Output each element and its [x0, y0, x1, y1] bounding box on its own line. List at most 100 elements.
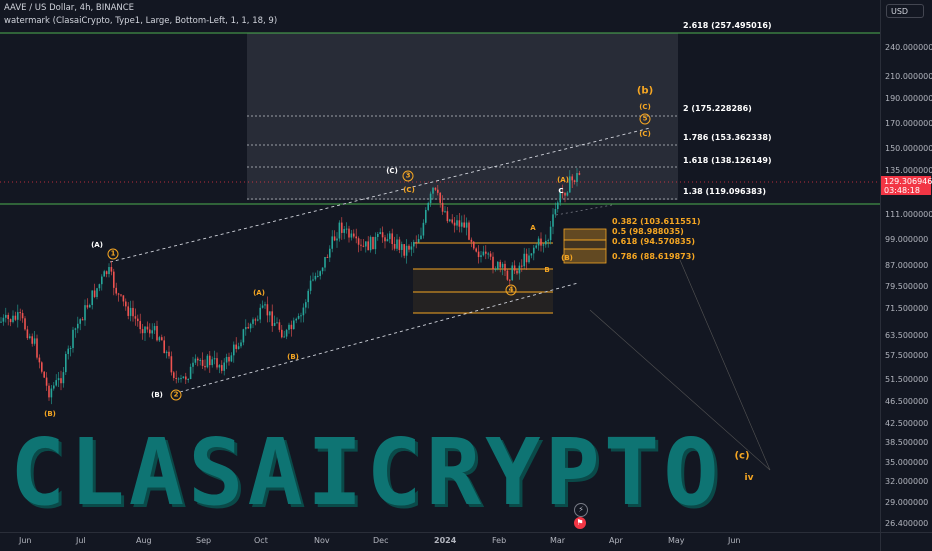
candle-body	[36, 338, 38, 358]
wave-label-A-2: (A)	[253, 289, 265, 297]
candle-body	[228, 356, 230, 362]
candle-body	[341, 222, 343, 233]
candle-body	[297, 315, 300, 319]
candle-body	[43, 371, 45, 378]
price-axis[interactable]: 240.000000 210.000000 190.000000 170.000000…	[880, 0, 932, 532]
candle-body	[535, 245, 537, 248]
candle-body	[187, 379, 189, 381]
candle-body	[237, 346, 240, 349]
candle-body	[113, 271, 115, 288]
candle-body	[281, 329, 283, 338]
fib-label-05: 0.5 (98.988035)	[612, 227, 684, 236]
fib-box-0382	[563, 228, 607, 241]
candle-body	[137, 318, 139, 322]
fib-label-1786: 1.786 (153.362338)	[683, 133, 772, 142]
candle-body	[561, 192, 564, 194]
candle-body	[38, 357, 41, 363]
chart-pane[interactable]: AAVE / US Dollar, 4h, BINANCE watermark …	[0, 0, 880, 532]
lightning-icon[interactable]: ⚡	[574, 503, 588, 517]
candle-body	[89, 305, 91, 308]
candle-body	[293, 320, 295, 330]
candle-body	[319, 271, 321, 276]
candle-body	[511, 265, 513, 281]
candle-body	[199, 359, 201, 361]
price-tick: 29.000000	[885, 498, 929, 507]
candle-body	[271, 311, 273, 326]
candle-body	[499, 261, 501, 268]
price-tick: 32.000000	[885, 477, 929, 486]
candle-body	[504, 263, 506, 271]
wave-label-B-3: (B)	[287, 353, 299, 361]
candle-body	[393, 244, 396, 249]
currency-button[interactable]: USD	[886, 4, 924, 18]
candle-body	[24, 318, 26, 330]
candle-body	[117, 293, 120, 295]
price-tick: 35.000000	[885, 458, 929, 467]
indicator-legend[interactable]: watermark (ClasaiCrypto, Type1, Large, B…	[4, 16, 278, 26]
candle-body	[576, 173, 578, 182]
candle-body	[473, 241, 475, 249]
candle-body	[146, 326, 149, 330]
price-tick: 46.500000	[885, 397, 929, 406]
candle-body	[533, 247, 535, 254]
candle-body	[475, 248, 477, 252]
candle-body	[79, 319, 81, 324]
candle-body	[81, 319, 84, 321]
candle-body	[180, 378, 182, 380]
candle-body	[218, 365, 221, 368]
candle-body	[453, 222, 456, 226]
wave-label-C-2: (C)	[403, 186, 415, 194]
wave-label-B-small: B	[544, 266, 550, 274]
candle-body	[326, 256, 329, 258]
candle-body	[101, 276, 103, 285]
time-tick: Jun	[728, 536, 741, 545]
time-tick: Oct	[254, 536, 268, 545]
candle-body	[285, 329, 288, 337]
candle-body	[362, 245, 365, 247]
candle-body	[261, 305, 264, 308]
candle-body	[501, 263, 504, 268]
candle-body	[211, 359, 213, 366]
candle-body	[516, 270, 518, 274]
clasaicrypto-watermark: CLASAICRYPTO	[10, 430, 723, 515]
candle-body	[72, 329, 74, 348]
candle-body	[405, 245, 408, 256]
candle-body	[144, 326, 146, 334]
candle-body	[127, 306, 129, 316]
candle-body	[33, 338, 36, 344]
chart-title: AAVE / US Dollar, 4h, BINANCE	[4, 3, 135, 13]
candle-body	[96, 288, 98, 297]
wave-circle-1: 1	[107, 248, 119, 260]
candle-body	[192, 362, 194, 367]
candle-body	[50, 388, 53, 398]
candle-body	[417, 239, 420, 243]
candle-body	[156, 326, 158, 341]
candle-body	[317, 275, 319, 277]
candle-body	[547, 240, 549, 242]
candle-body	[283, 336, 285, 338]
flag-icon[interactable]: ⚑	[574, 517, 586, 529]
candle-body	[523, 253, 525, 267]
price-chart[interactable]	[0, 0, 880, 532]
time-tick: Sep	[196, 536, 212, 545]
wave-label-c-bottom: (c)	[734, 450, 750, 462]
candle-body	[518, 265, 521, 274]
candle-body	[233, 344, 235, 356]
candle-body	[151, 330, 153, 334]
wave-label-C-1: (C)	[386, 167, 398, 175]
candle-body	[456, 220, 458, 226]
candle-body	[21, 313, 24, 319]
wave-label-A-small: A	[530, 224, 536, 232]
projection-line	[555, 204, 613, 216]
candle-body	[84, 305, 86, 321]
candle-body	[12, 315, 14, 323]
time-axis[interactable]: Jun Jul Aug Sep Oct Nov Dec 2024 Feb Mar Apr May Jun	[0, 532, 880, 551]
price-tick: 190.000000	[885, 94, 932, 103]
candle-body	[350, 233, 353, 238]
candle-body	[485, 251, 487, 254]
candle-body	[451, 219, 453, 223]
candle-body	[509, 279, 511, 281]
candle-body	[86, 305, 89, 308]
candle-body	[197, 358, 199, 361]
price-tick: 71.500000	[885, 304, 929, 313]
